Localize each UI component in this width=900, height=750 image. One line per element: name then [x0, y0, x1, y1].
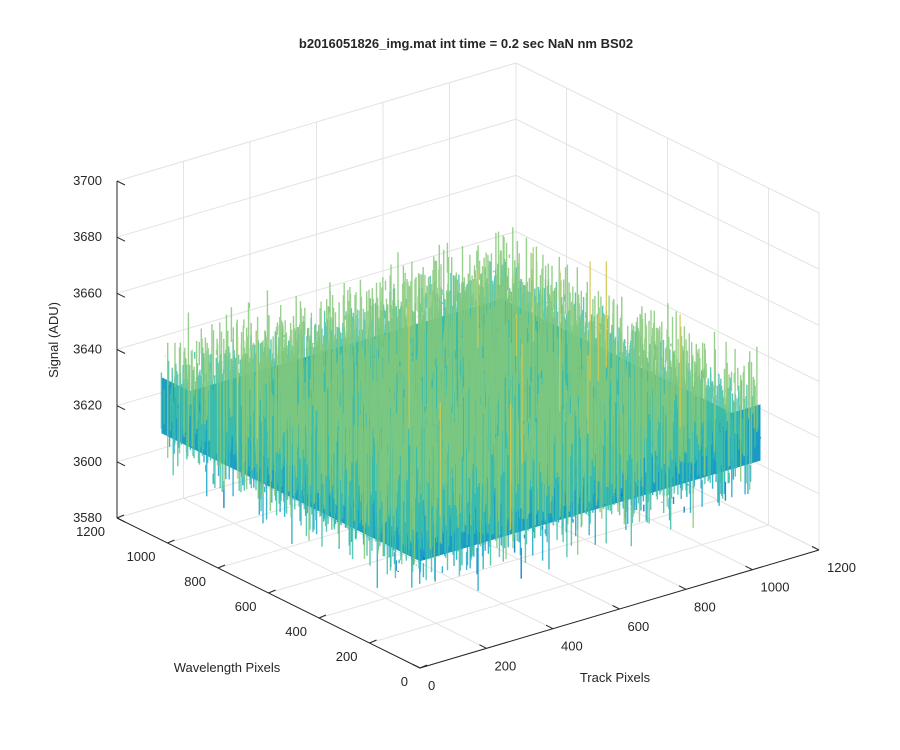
- chart-title: b2016051826_img.mat int time = 0.2 sec N…: [299, 36, 633, 51]
- x-tick: [479, 644, 487, 649]
- grid-line: [116, 118, 517, 238]
- grid-line: [116, 62, 517, 182]
- grid-line: [116, 231, 517, 350]
- z-tick: [116, 349, 126, 354]
- y-tick: [369, 639, 377, 644]
- x-tick: [412, 664, 421, 669]
- surface: [160, 227, 762, 591]
- y-tick: [167, 539, 175, 544]
- surface-noise-band-4: [236, 247, 681, 530]
- y-tick-label: 400: [285, 624, 307, 639]
- z-tick: [116, 517, 126, 523]
- x-tick-label: 1200: [827, 560, 856, 575]
- y-tick-label: 1000: [127, 549, 156, 564]
- x-tick-label: 200: [495, 658, 517, 673]
- x-tick-label: 1000: [761, 580, 790, 595]
- grid-line: [515, 118, 820, 270]
- z-tick-label: 3640: [73, 342, 102, 357]
- z-tick-label: 3700: [73, 173, 102, 188]
- x-tick: [811, 546, 820, 551]
- y-tick-label: 0: [401, 674, 408, 689]
- x-axis-label: Track Pixels: [580, 670, 651, 685]
- x-tick: [612, 605, 620, 610]
- x-tick-label: 800: [694, 599, 716, 614]
- y-tick: [318, 614, 327, 619]
- z-tick: [116, 292, 126, 298]
- x-tick: [678, 585, 687, 590]
- y-tick: [217, 564, 226, 569]
- z-tick-label: 3620: [73, 398, 102, 413]
- x-tick-label: 400: [561, 639, 583, 654]
- x-tick: [745, 565, 753, 571]
- tick-labels: 0 200 400 600 800 1000 1200 0 200 400 600 800 1000 12…: [73, 173, 856, 693]
- y-tick: [116, 514, 125, 519]
- z-tick: [116, 180, 126, 186]
- y-tick: [419, 664, 428, 669]
- surface-noise-band-3: [167, 227, 758, 565]
- grid-line: [116, 174, 517, 294]
- z-tick: [116, 461, 126, 467]
- z-tick-label: 3680: [73, 229, 102, 244]
- y-tick-label: 200: [336, 649, 358, 664]
- y-axis-label: Wavelength Pixels: [174, 660, 281, 675]
- z-axis-label: Signal (ADU): [46, 302, 61, 378]
- z-tick-label: 3600: [73, 454, 102, 469]
- z-tick: [116, 236, 126, 242]
- y-tick-label: 600: [235, 599, 257, 614]
- y-tick-label: 1200: [76, 524, 105, 539]
- grid-line: [515, 174, 820, 326]
- grid-line: [318, 499, 719, 619]
- grid-line: [515, 62, 820, 214]
- y-tick: [268, 589, 276, 594]
- axes-layer: [116, 180, 820, 669]
- y-tick-label: 800: [184, 574, 206, 589]
- z-tick-label: 3660: [73, 285, 102, 300]
- x-tick: [545, 624, 554, 630]
- z-tick: [116, 405, 126, 411]
- z-tick-label: 3580: [73, 510, 102, 525]
- grid-line: [369, 524, 769, 644]
- x-tick-label: 600: [628, 619, 650, 634]
- x-tick-label: 0: [428, 678, 435, 693]
